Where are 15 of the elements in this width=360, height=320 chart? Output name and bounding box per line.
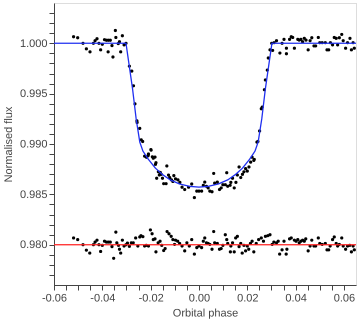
- x-axis-title: Orbital phase: [172, 308, 238, 320]
- y-axis-title: Normalised flux: [2, 106, 15, 182]
- x-tick-label: -0.04: [90, 292, 116, 304]
- x-tick-label: 0.02: [237, 292, 258, 304]
- y-tick-label: 0.995: [20, 88, 48, 100]
- x-tick-label: -0.02: [138, 292, 164, 304]
- x-tick-label: 0.04: [285, 292, 307, 304]
- y-tick-label: 0.990: [20, 138, 48, 150]
- y-tick-label: 0.985: [20, 188, 48, 201]
- y-tick-label: 0.980: [20, 239, 48, 252]
- x-tick-label: 0.00: [188, 292, 210, 304]
- x-tick-label: -0.06: [42, 292, 68, 304]
- x-tick-label: 0.06: [334, 292, 356, 304]
- line-series: [53, 42, 357, 188]
- y-tick-label: 1.000: [20, 38, 48, 50]
